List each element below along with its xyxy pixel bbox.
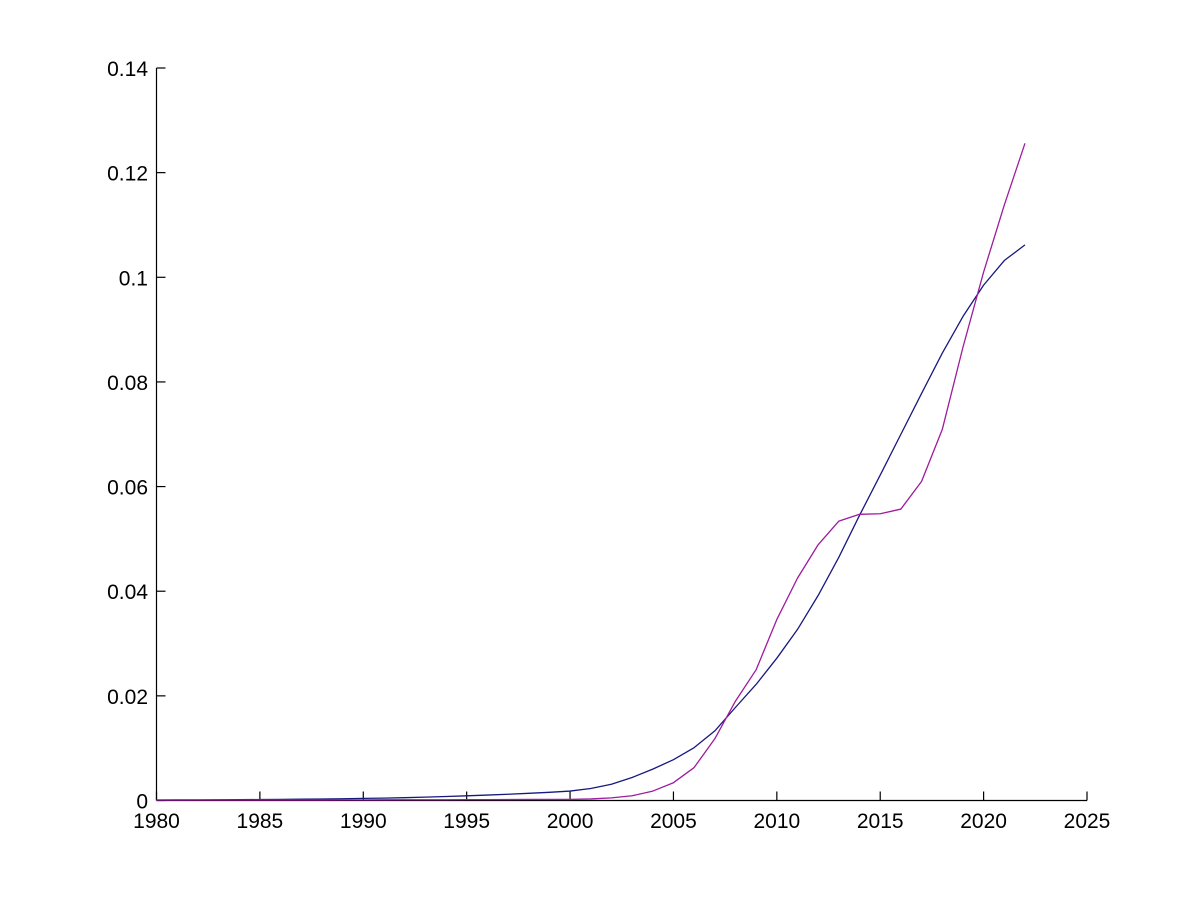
y-tick-label-0.14: 0.14 — [107, 58, 148, 81]
series-line-model — [156, 244, 1026, 801]
x-tick-label-2010: 2010 — [753, 810, 800, 833]
x-tick-label-1995: 1995 — [443, 810, 490, 833]
x-tick-label-2000: 2000 — [547, 810, 594, 833]
x-tick-label-2015: 2015 — [857, 810, 904, 833]
x-tick-label-2025: 2025 — [1064, 810, 1111, 833]
y-tick-label-0.08: 0.08 — [107, 372, 148, 395]
x-tick-label-1985: 1985 — [237, 810, 284, 833]
y-tick-label-0.02: 0.02 — [107, 686, 148, 709]
y-tick-label-0.04: 0.04 — [107, 581, 148, 604]
y-tick-label-0: 0 — [136, 791, 148, 814]
x-tick-label-2020: 2020 — [960, 810, 1007, 833]
x-tick-label-2005: 2005 — [650, 810, 697, 833]
y-tick-label-0.12: 0.12 — [107, 163, 148, 186]
y-tick-label-0.1: 0.1 — [119, 267, 148, 290]
y-tick-label-0.06: 0.06 — [107, 477, 148, 500]
x-tick-label-1990: 1990 — [340, 810, 387, 833]
series-line-data — [156, 143, 1026, 801]
x-tick-label-1980: 1980 — [133, 810, 180, 833]
